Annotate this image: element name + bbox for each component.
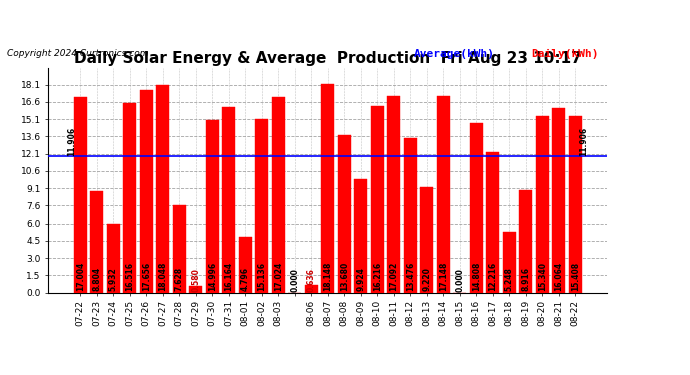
Bar: [404, 138, 417, 292]
Bar: [569, 116, 582, 292]
Text: 17.004: 17.004: [76, 261, 85, 291]
Text: 11.906: 11.906: [579, 127, 588, 156]
Bar: [486, 152, 500, 292]
Text: 0.000: 0.000: [290, 268, 299, 292]
Text: 16.516: 16.516: [126, 262, 135, 291]
Bar: [189, 286, 202, 292]
Bar: [371, 106, 384, 292]
Text: Copyright 2024 Curtronics.com: Copyright 2024 Curtronics.com: [7, 49, 148, 58]
Bar: [139, 90, 153, 292]
Text: 15.408: 15.408: [571, 262, 580, 291]
Bar: [337, 135, 351, 292]
Bar: [239, 237, 252, 292]
Text: 16.064: 16.064: [554, 262, 563, 291]
Text: 9.924: 9.924: [356, 267, 365, 291]
Bar: [90, 191, 104, 292]
Bar: [74, 97, 87, 292]
Text: 8.804: 8.804: [92, 267, 101, 291]
Bar: [222, 107, 235, 292]
Text: 0.636: 0.636: [307, 268, 316, 292]
Bar: [255, 119, 268, 292]
Title: Daily Solar Energy & Average  Production  Fri Aug 23 10:17: Daily Solar Energy & Average Production …: [74, 51, 582, 66]
Text: 12.216: 12.216: [489, 262, 497, 291]
Bar: [420, 187, 433, 292]
Bar: [437, 96, 450, 292]
Bar: [272, 97, 285, 292]
Text: Daily(kWh): Daily(kWh): [531, 49, 599, 59]
Text: 8.916: 8.916: [521, 267, 530, 291]
Text: 5.932: 5.932: [109, 267, 118, 291]
Bar: [156, 86, 169, 292]
Text: 17.024: 17.024: [274, 261, 283, 291]
Bar: [172, 205, 186, 292]
Text: 17.656: 17.656: [141, 262, 151, 291]
Text: 0.000: 0.000: [455, 268, 464, 292]
Bar: [124, 103, 137, 292]
Text: 16.164: 16.164: [224, 262, 233, 291]
Text: 17.148: 17.148: [439, 261, 448, 291]
Bar: [502, 232, 516, 292]
Bar: [387, 96, 400, 292]
Text: 5.248: 5.248: [504, 267, 514, 291]
Text: 9.220: 9.220: [422, 267, 431, 291]
Text: 18.148: 18.148: [323, 261, 333, 291]
Text: 11.906: 11.906: [68, 127, 77, 156]
Bar: [107, 224, 120, 292]
Bar: [535, 116, 549, 292]
Text: 15.340: 15.340: [538, 262, 546, 291]
Bar: [206, 120, 219, 292]
Text: 0.580: 0.580: [191, 268, 200, 292]
Text: 16.216: 16.216: [373, 262, 382, 291]
Bar: [321, 84, 335, 292]
Text: 14.996: 14.996: [208, 262, 217, 291]
Text: 13.680: 13.680: [339, 261, 348, 291]
Bar: [354, 178, 367, 292]
Bar: [519, 190, 532, 292]
Bar: [470, 123, 483, 292]
Text: 18.048: 18.048: [158, 261, 167, 291]
Bar: [552, 108, 565, 292]
Text: 17.092: 17.092: [389, 261, 398, 291]
Bar: [305, 285, 318, 292]
Text: 7.628: 7.628: [175, 267, 184, 291]
Text: 13.476: 13.476: [406, 261, 415, 291]
Text: 4.796: 4.796: [241, 267, 250, 291]
Text: 15.136: 15.136: [257, 262, 266, 291]
Text: 14.808: 14.808: [472, 261, 481, 291]
Text: Average(kWh): Average(kWh): [414, 49, 495, 59]
